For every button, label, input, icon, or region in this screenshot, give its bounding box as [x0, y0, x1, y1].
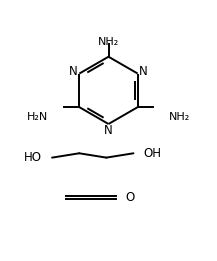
Text: H₂N: H₂N [26, 112, 48, 122]
Text: OH: OH [143, 147, 161, 160]
Text: N: N [139, 65, 148, 78]
Text: NH₂: NH₂ [169, 112, 191, 122]
Text: O: O [126, 191, 135, 204]
Text: NH₂: NH₂ [98, 37, 119, 47]
Text: N: N [69, 65, 78, 78]
Text: N: N [104, 123, 113, 137]
Text: HO: HO [24, 151, 42, 164]
